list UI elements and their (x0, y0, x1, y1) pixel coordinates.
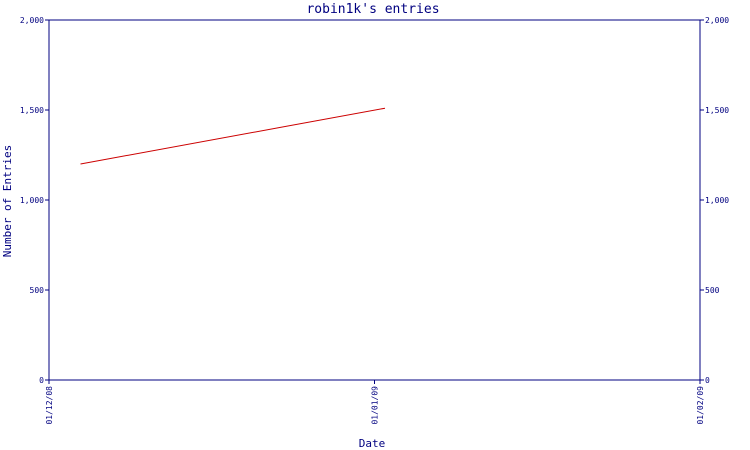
y-tick-label-left: 2,000 (20, 16, 44, 25)
y-axis-label: Number of Entries (1, 145, 14, 258)
x-axis-label: Date (359, 437, 386, 450)
chart-title: robin1k's entries (306, 2, 439, 17)
y-tick-label-right: 1,000 (705, 196, 729, 205)
y-tick-label-right: 0 (705, 376, 710, 385)
x-axis: 01/12/08 01/01/09 01/02/09 (45, 380, 705, 425)
y-tick-label-right: 1,500 (705, 106, 729, 115)
x-tick-label: 01/12/08 (45, 386, 54, 425)
y-axis-right: 0 500 1,000 1,500 2,000 (700, 16, 729, 385)
y-axis-left: 0 500 1,000 1,500 2,000 (20, 16, 49, 385)
y-tick-label-right: 500 (705, 286, 720, 295)
y-tick-label-left: 1,000 (20, 196, 44, 205)
x-tick-label: 01/02/09 (696, 386, 705, 425)
y-tick-label-left: 500 (30, 286, 45, 295)
x-tick-label: 01/01/09 (371, 386, 380, 425)
plot-frame (48, 19, 701, 381)
series-layer (80, 107, 386, 165)
y-tick-label-left: 0 (39, 376, 44, 385)
y-tick-label-right: 2,000 (705, 16, 729, 25)
y-tick-label-left: 1,500 (20, 106, 44, 115)
series-line-0 (80, 107, 386, 165)
